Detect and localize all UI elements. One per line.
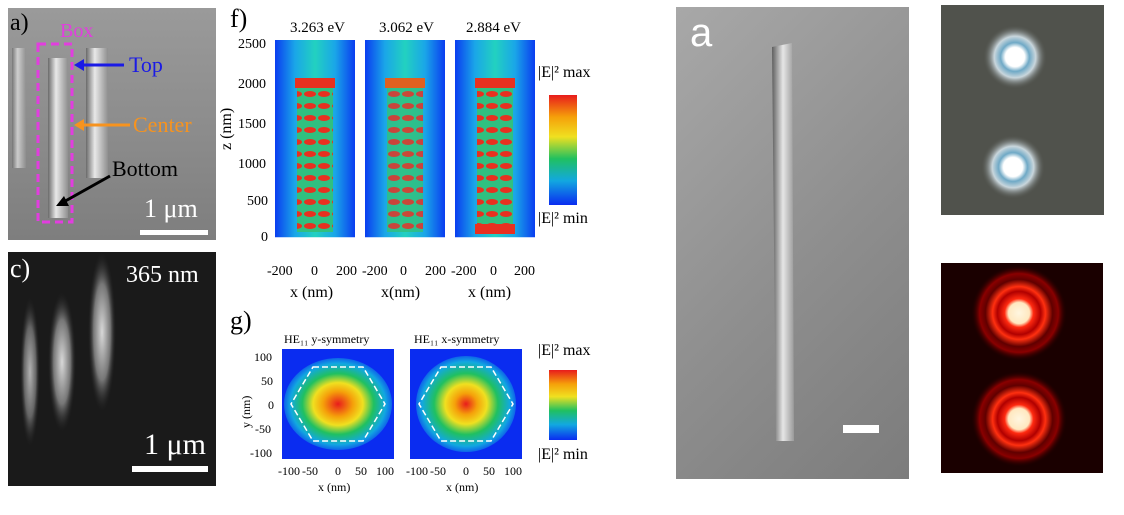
cl-emission-drawing	[20, 252, 208, 472]
g-x-tick: -50	[430, 464, 446, 478]
g-x-tick: 50	[355, 464, 367, 478]
f-y-tick: 0	[261, 230, 268, 245]
f-x-axis-label-1: x (nm)	[290, 284, 334, 301]
f-x-axis-label-2: x(nm)	[381, 284, 421, 301]
g-x-tick: -100	[406, 464, 428, 478]
g-x-tick: -50	[302, 464, 318, 478]
f-field-maps	[275, 40, 535, 239]
single-nanowire-drawing	[772, 43, 879, 441]
g-mode-maps	[282, 349, 522, 459]
g-x-axis-label-1: x (nm)	[318, 480, 351, 494]
f-colorbar	[549, 95, 577, 205]
experimental-spots	[981, 25, 1047, 199]
f-y-tick: 2000	[238, 77, 266, 92]
f-x-tick: 200	[425, 264, 446, 279]
optical-image-simulated	[941, 263, 1103, 473]
f-colorbar-min-label: |E|² min	[538, 210, 588, 227]
f-y-tick: 500	[247, 194, 268, 209]
sem-image-right: a	[676, 7, 909, 479]
scale-bar-label-c: 1 μm	[144, 428, 206, 461]
field-map-2	[365, 40, 445, 238]
f-x-axis-label-3: x (nm)	[468, 284, 512, 301]
f-x-tick: 200	[514, 264, 535, 279]
panel-label-a: a)	[10, 10, 29, 36]
g-y-tick: 50	[261, 374, 273, 388]
f-x-tick: 200	[336, 264, 357, 279]
g-colorbar-max-label: |E|² max	[538, 342, 591, 359]
g-x-tick: 100	[504, 464, 522, 478]
wavelength-label: 365 nm	[126, 262, 199, 288]
f-x-tick: -200	[267, 264, 293, 279]
optical-image-experimental	[941, 5, 1104, 215]
energy-label-1: 3.263 eV	[290, 20, 345, 36]
nanowire-sem-drawing	[12, 42, 208, 235]
g-y-axis-label: y (nm)	[239, 395, 253, 428]
f-x-tick: 0	[311, 264, 318, 279]
simulated-spots	[971, 265, 1067, 467]
bottom-label: Bottom	[112, 156, 179, 181]
scale-bar-label: 1 μm	[144, 194, 198, 223]
g-y-tick: 100	[254, 350, 272, 364]
g-x-tick: 50	[483, 464, 495, 478]
g-plot-title-2: HE₁₁ x-symmetry	[414, 332, 500, 346]
panel-label-c: c)	[10, 254, 31, 283]
g-x-tick: 0	[463, 464, 469, 478]
panel-label-right-sem: a	[690, 11, 713, 55]
f-x-tick: -200	[451, 264, 477, 279]
g-x-tick: -100	[278, 464, 300, 478]
center-label: Center	[133, 112, 192, 137]
panel-label-g: g)	[230, 306, 252, 335]
g-x-tick: 100	[376, 464, 394, 478]
g-y-tick: -100	[250, 446, 272, 460]
top-label: Top	[129, 52, 163, 77]
f-y-tick: 2500	[238, 37, 266, 52]
g-y-tick: 0	[268, 398, 274, 412]
g-mode-map-y	[282, 349, 394, 459]
f-x-tick: -200	[362, 264, 388, 279]
sem-image-panel-a: a) Box Top Center Bottom 1 μm	[8, 8, 216, 240]
f-x-tick: 0	[400, 264, 407, 279]
energy-label-2: 3.062 eV	[379, 20, 434, 36]
g-colorbar	[549, 370, 577, 440]
f-y-axis-label: z (nm)	[218, 107, 235, 150]
f-colorbar-max-label: |E|² max	[538, 64, 591, 81]
g-x-tick: 0	[335, 464, 341, 478]
g-x-axis-label-2: x (nm)	[446, 480, 479, 494]
cl-image-panel-c: c) 365 nm 1 μm	[8, 252, 216, 486]
f-x-tick: 0	[490, 264, 497, 279]
box-label: Box	[60, 20, 94, 42]
field-map-1	[275, 40, 355, 238]
g-mode-map-x	[410, 349, 522, 459]
f-y-tick: 1000	[238, 157, 266, 172]
panel-label-f: f)	[230, 4, 248, 33]
energy-label-3: 2.884 eV	[466, 20, 521, 36]
f-y-tick: 1500	[238, 117, 266, 132]
g-y-tick: -50	[255, 422, 271, 436]
g-plot-title-1: HE₁₁ y-symmetry	[284, 332, 370, 346]
field-map-3	[455, 40, 535, 238]
g-colorbar-min-label: |E|² min	[538, 446, 588, 463]
